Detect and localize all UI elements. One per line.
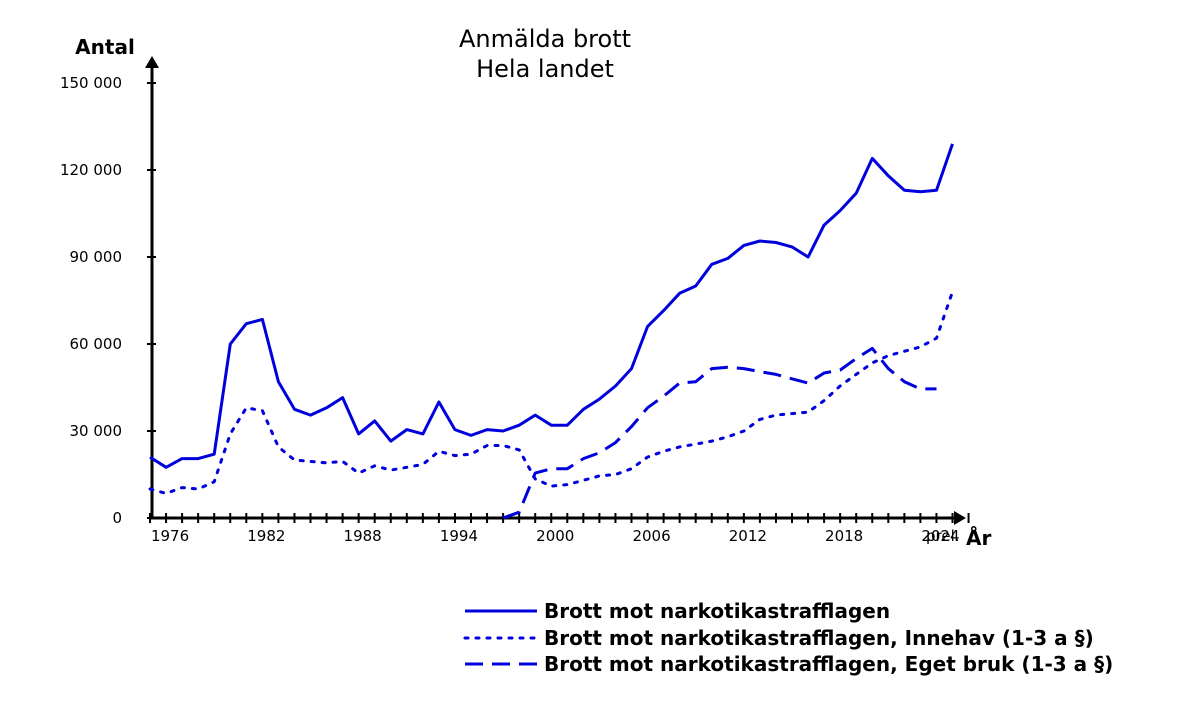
x-tick-label: 2012: [729, 527, 767, 545]
legend: Brott mot narkotikastrafflagen Brott mot…: [463, 599, 1113, 676]
x-tick-label: 2000: [536, 527, 574, 545]
y-tick-label: 90 000: [70, 248, 123, 266]
y-tick-label: 150 000: [60, 74, 122, 92]
x-tick-label: 1988: [344, 527, 382, 545]
y-tick-label: 0: [112, 509, 122, 527]
y-axis-arrow: [145, 56, 159, 68]
legend-label-solid: Brott mot narkotikastrafflagen: [544, 599, 890, 623]
legend-label-dotted: Brott mot narkotikastrafflagen, Innehav …: [544, 626, 1094, 650]
y-tick-label: 120 000: [60, 161, 122, 179]
x-axis-arrow: [954, 511, 966, 525]
y-tick-label: 30 000: [70, 422, 123, 440]
series-line-dotted: [148, 290, 954, 495]
x-tick-label: 2024: [921, 527, 959, 545]
y-tick-label: 60 000: [70, 335, 123, 353]
x-tick-label: 1994: [440, 527, 478, 545]
series-line-solid: [149, 143, 954, 469]
x-tick-label: 2006: [632, 527, 670, 545]
chart-title: Anmälda brott: [459, 25, 631, 53]
x-tick-label: 1976: [151, 527, 189, 545]
series-line-dashed: [502, 346, 937, 520]
x-extra-label: prel.: [926, 527, 960, 545]
axes: [145, 56, 966, 525]
y-axis-label: Antal: [75, 35, 135, 59]
tick-marks: 1976 1982 1988 1994 2000 2006 2012 2018 2024 0 30 …: [60, 74, 970, 545]
x-tick-label: 1982: [247, 527, 285, 545]
x-tick-label: 2018: [825, 527, 863, 545]
chart-subtitle: Hela landet: [476, 55, 614, 83]
legend-label-dashed: Brott mot narkotikastrafflagen, Eget bru…: [544, 652, 1113, 676]
series-lines: [148, 143, 954, 520]
x-axis-label: År: [966, 526, 991, 550]
